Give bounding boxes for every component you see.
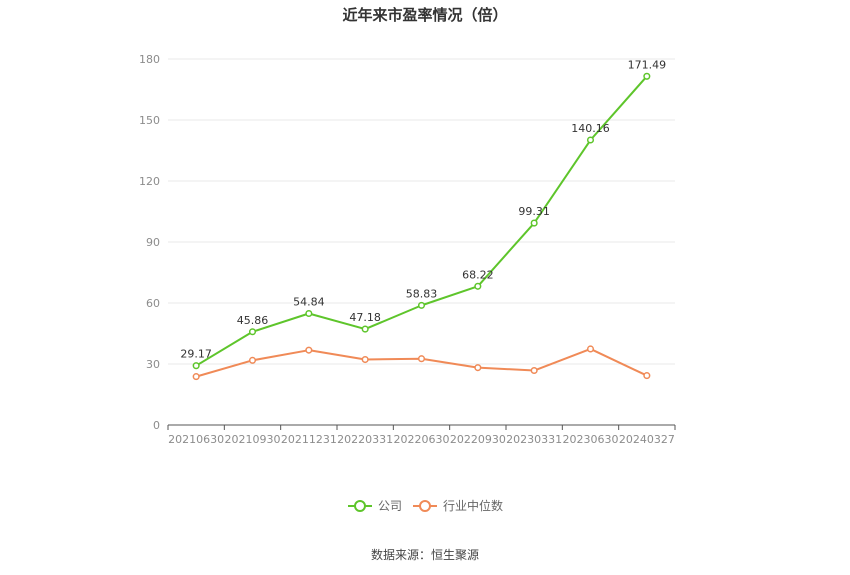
x-tick-label: 20220630 (394, 433, 450, 446)
x-tick-label: 20220331 (337, 433, 393, 446)
legend-company: 公司 (378, 499, 402, 513)
data-label: 68.22 (462, 268, 494, 281)
data-label: 45.86 (237, 314, 269, 327)
x-tick-label: 20210930 (225, 433, 281, 446)
industry-data-point (586, 345, 595, 353)
company-data-point (586, 136, 595, 144)
x-tick-label: 20210630 (168, 433, 224, 446)
x-tick-label: 20240327 (619, 433, 675, 446)
company-data-point (417, 301, 426, 309)
data-label: 171.49 (628, 58, 667, 71)
y-tick-label: 120 (139, 175, 160, 188)
y-tick-label: 150 (139, 114, 160, 127)
data-label: 47.18 (349, 311, 381, 324)
data-label: 99.31 (518, 205, 550, 218)
y-tick-label: 0 (153, 419, 160, 432)
chart-title: 近年来市盈率情况（倍） (342, 6, 508, 24)
company-data-point (305, 309, 313, 318)
industry-data-point (474, 364, 482, 372)
data-label: 140.16 (571, 122, 610, 135)
data-label: 29.17 (180, 348, 212, 361)
legend-industry: 行业中位数 (443, 498, 503, 513)
company-data-point (361, 325, 369, 333)
y-tick-label: 90 (146, 236, 160, 249)
data-source: 数据来源：恒生聚源 (370, 548, 479, 562)
legend-marker (419, 500, 431, 512)
company-data-point (248, 328, 257, 336)
data-label: 54.84 (293, 295, 325, 308)
industry-data-point (305, 346, 313, 354)
x-tick-label: 20230630 (563, 433, 619, 446)
x-tick-label: 20230331 (506, 433, 562, 446)
industry-data-point (417, 355, 426, 363)
industry-data-point (530, 366, 538, 375)
y-tick-label: 60 (146, 297, 160, 310)
company-data-point (192, 362, 200, 370)
x-tick-label: 20220930 (450, 433, 506, 446)
industry-data-point (192, 373, 200, 381)
y-tick-label: 30 (146, 358, 160, 371)
company-data-point (474, 282, 482, 290)
industry-series-line (195, 347, 648, 378)
y-tick-label: 180 (139, 53, 160, 66)
company-data-point (643, 72, 651, 80)
data-label: 58.83 (406, 287, 438, 300)
legend-marker (354, 500, 366, 512)
industry-data-point (643, 372, 651, 380)
industry-data-point (361, 355, 369, 364)
company-data-point (530, 219, 538, 227)
industry-data-point (248, 356, 257, 364)
x-tick-label: 20211231 (281, 433, 337, 446)
